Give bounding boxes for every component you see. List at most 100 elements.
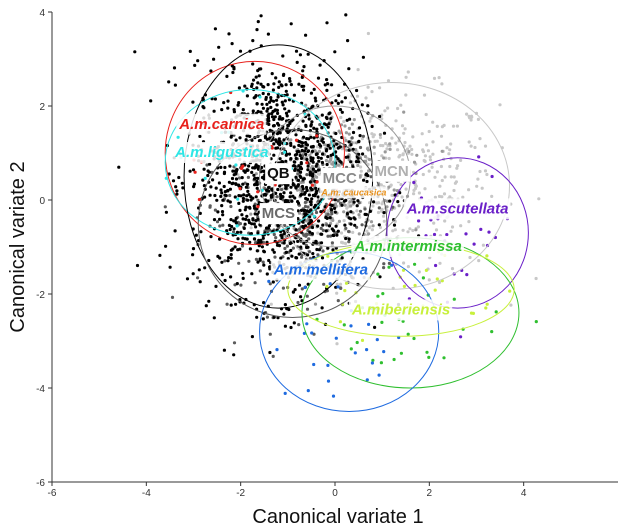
data-point [313,96,317,100]
data-point [332,229,336,233]
data-point [304,33,308,37]
data-point [204,304,208,308]
data-point [213,208,217,212]
data-point [133,50,137,54]
data-point [335,282,339,286]
data-point [168,265,172,269]
data-point [176,135,180,139]
data-point [315,127,319,131]
data-point [197,197,201,202]
group-label: MCN [372,160,411,182]
data-point [275,108,279,112]
data-point [213,97,217,101]
data-point [424,268,428,272]
data-point [280,187,284,192]
data-point [241,217,245,221]
data-point [248,247,252,251]
data-point [296,209,300,213]
data-point [170,295,175,299]
data-point [364,159,368,163]
data-point [194,233,198,237]
data-point [313,203,318,207]
data-point [378,86,382,90]
data-point [375,338,379,342]
data-point [250,170,254,174]
data-point [310,188,314,192]
data-point [416,225,420,229]
data-point [294,228,298,232]
data-point [285,93,289,97]
data-point [307,237,311,241]
data-point [467,140,471,144]
data-point [262,250,266,254]
data-point [343,124,347,128]
data-point [461,195,465,199]
data-point [313,194,317,198]
data-point [271,280,275,284]
data-point [320,160,324,165]
data-point [321,249,325,253]
data-point [355,225,359,229]
group-label: A.m.carnica [176,113,267,135]
data-point [342,323,346,327]
group-label: A.miberiensis [348,299,453,321]
data-point [311,144,315,149]
data-point [443,175,447,179]
data-point [303,224,308,228]
data-point [278,184,282,188]
data-point [220,260,224,264]
data-point [235,224,239,228]
data-point [414,184,418,188]
data-point [281,54,285,58]
data-point [272,82,276,86]
data-point [327,224,332,228]
data-point [310,219,314,223]
data-point [245,194,249,198]
data-point [254,195,258,199]
data-point [215,198,219,202]
data-point [229,248,233,252]
data-point [467,188,471,192]
x-axis-title: Canonical variate 1 [252,506,423,528]
data-point [295,150,299,154]
data-point [312,126,316,130]
data-point [342,119,346,124]
data-point [421,172,425,177]
data-point [302,135,306,139]
data-point [393,228,397,232]
data-point [437,76,441,80]
data-point [342,210,346,214]
data-point [354,148,358,152]
data-point [442,356,446,360]
data-point [232,67,236,71]
data-point [293,288,297,292]
data-point [228,187,232,191]
data-point [435,170,439,174]
data-point [254,225,258,229]
data-point [358,209,363,213]
data-point [398,153,402,158]
data-point [366,162,370,167]
data-point [229,204,233,209]
data-point [312,136,316,140]
data-point [316,168,321,172]
data-point [336,229,340,233]
data-point [208,204,212,208]
data-point [306,245,310,249]
data-point [294,175,298,179]
data-point [334,150,338,154]
data-point [244,138,248,142]
data-point [295,60,299,64]
data-point [289,248,293,253]
data-point [302,331,306,335]
data-point [347,240,351,244]
data-point [232,227,236,231]
data-point [328,216,332,220]
data-point [314,210,319,215]
data-point [181,186,185,190]
data-point [378,133,382,137]
data-point [256,205,260,209]
data-point [387,265,391,269]
data-point [173,229,177,233]
data-point [344,13,348,17]
